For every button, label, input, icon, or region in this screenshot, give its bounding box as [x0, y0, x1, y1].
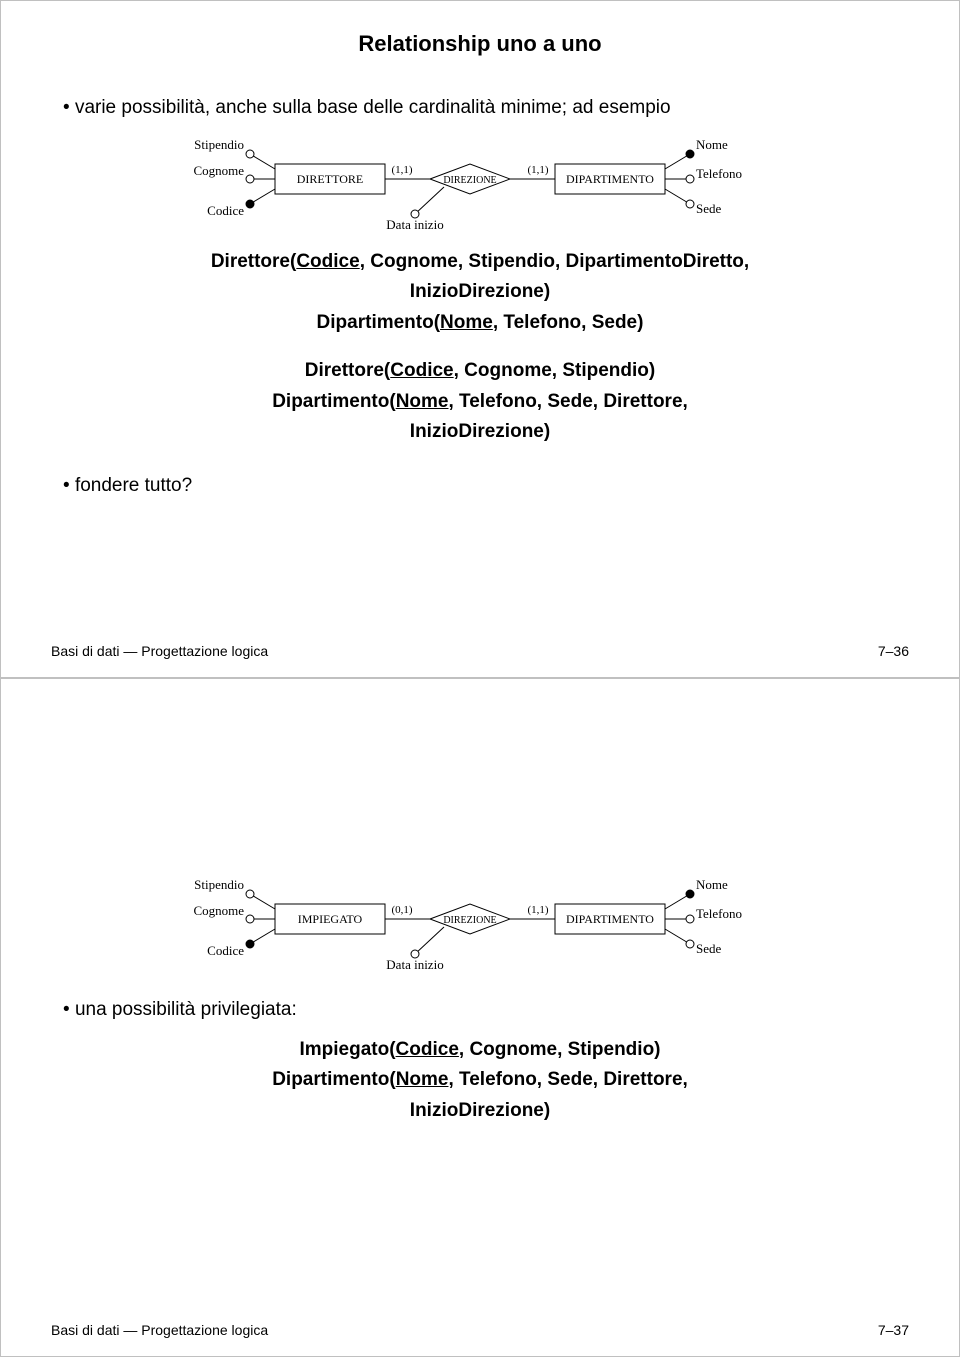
- schema-key: Codice: [396, 1039, 459, 1060]
- schema-key: Nome: [440, 312, 493, 333]
- attr-label: Data inizio: [386, 217, 443, 229]
- schema-key: Nome: [396, 1069, 449, 1090]
- er-svg: IMPIEGATO Stipendio Cognome Codice (0,1)…: [180, 869, 780, 969]
- schema-line: Dipartimento(Nome, Telefono, Sede): [51, 308, 909, 338]
- er-diagram-2: IMPIEGATO Stipendio Cognome Codice (0,1)…: [51, 869, 909, 969]
- attr-label: Nome: [696, 137, 728, 152]
- schema-block: Impiegato(Codice, Cognome, Stipendio) Di…: [51, 1035, 909, 1126]
- attr-label: Data inizio: [386, 957, 443, 969]
- attr-label: Telefono: [696, 166, 742, 181]
- entity-label: DIPARTIMENTO: [566, 172, 654, 186]
- attr-label: Codice: [207, 203, 244, 218]
- schema-line: InizioDirezione): [51, 277, 909, 307]
- entity-label: DIPARTIMENTO: [566, 912, 654, 926]
- slide-footer: Basi di dati — Progettazione logica 7–36: [51, 643, 909, 659]
- footer-right: 7–36: [878, 643, 909, 659]
- attr-circle: [246, 150, 254, 158]
- schema-key: Codice: [390, 360, 453, 381]
- cardinality: (1,1): [527, 904, 548, 916]
- slide-footer: Basi di dati — Progettazione logica 7–37: [51, 1322, 909, 1338]
- relation-label: DIREZIONE: [443, 175, 496, 186]
- attr-label: Cognome: [193, 903, 244, 918]
- schema-line: Dipartimento(Nome, Telefono, Sede, Diret…: [51, 1065, 909, 1095]
- attr-circle-key: [246, 200, 254, 208]
- schema-text: Direttore(: [211, 251, 297, 272]
- attr-label: Codice: [207, 943, 244, 958]
- schema-text: Dipartimento(: [317, 312, 441, 333]
- attr-circle: [246, 915, 254, 923]
- attr-label: Nome: [696, 877, 728, 892]
- er-svg: DIRETTORE Stipendio Cognome Codice (1,1)…: [180, 129, 780, 229]
- attr-line: [415, 187, 444, 214]
- attr-circle: [686, 915, 694, 923]
- schema-text: Impiegato(: [299, 1039, 395, 1060]
- bullet-item: varie possibilità, anche sulla base dell…: [81, 97, 909, 119]
- entity-label: DIRETTORE: [297, 172, 363, 186]
- schema-line: Direttore(Codice, Cognome, Stipendio): [51, 356, 909, 386]
- schema-line: InizioDirezione): [51, 1096, 909, 1126]
- schema-line: Impiegato(Codice, Cognome, Stipendio): [51, 1035, 909, 1065]
- relation-label: DIREZIONE: [443, 915, 496, 926]
- schema-text: , Cognome, Stipendio): [454, 360, 656, 381]
- attr-circle: [686, 200, 694, 208]
- schema-text: , Cognome, Stipendio, DipartimentoDirett…: [360, 251, 750, 272]
- schema-text: , Telefono, Sede, Direttore,: [448, 391, 687, 412]
- schema-key: Nome: [396, 391, 449, 412]
- attr-circle: [686, 940, 694, 948]
- attr-label: Stipendio: [194, 137, 244, 152]
- cardinality: (0,1): [391, 904, 412, 916]
- schema-key: Codice: [296, 251, 359, 272]
- attr-label: Telefono: [696, 906, 742, 921]
- schema-text: Dipartimento(: [272, 391, 396, 412]
- bullet-item: fondere tutto?: [81, 475, 909, 497]
- slide-2: IMPIEGATO Stipendio Cognome Codice (0,1)…: [0, 678, 960, 1357]
- er-diagram-1: DIRETTORE Stipendio Cognome Codice (1,1)…: [51, 129, 909, 229]
- attr-circle-key: [246, 940, 254, 948]
- slide-title: Relationship uno a uno: [51, 31, 909, 57]
- cardinality: (1,1): [527, 164, 548, 176]
- schema-text: , Telefono, Sede): [493, 312, 644, 333]
- attr-label: Cognome: [193, 163, 244, 178]
- schema-block-b: Direttore(Codice, Cognome, Stipendio) Di…: [51, 356, 909, 447]
- attr-circle: [686, 175, 694, 183]
- cardinality: (1,1): [391, 164, 412, 176]
- entity-label: IMPIEGATO: [298, 912, 363, 926]
- schema-text: Direttore(: [305, 360, 391, 381]
- attr-line: [415, 927, 444, 954]
- attr-circle: [246, 175, 254, 183]
- footer-right: 7–37: [878, 1322, 909, 1338]
- schema-line: Direttore(Codice, Cognome, Stipendio, Di…: [51, 247, 909, 277]
- attr-label: Stipendio: [194, 877, 244, 892]
- schema-text: , Cognome, Stipendio): [459, 1039, 661, 1060]
- slide-1: Relationship uno a uno varie possibilità…: [0, 0, 960, 678]
- attr-circle-key: [686, 150, 694, 158]
- attr-label: Sede: [696, 201, 722, 216]
- schema-line: Dipartimento(Nome, Telefono, Sede, Diret…: [51, 387, 909, 417]
- footer-left: Basi di dati — Progettazione logica: [51, 1322, 268, 1338]
- footer-left: Basi di dati — Progettazione logica: [51, 643, 268, 659]
- attr-label: Sede: [696, 941, 722, 956]
- schema-block-a: Direttore(Codice, Cognome, Stipendio, Di…: [51, 247, 909, 338]
- schema-text: , Telefono, Sede, Direttore,: [448, 1069, 687, 1090]
- bullet-item: una possibilità privilegiata:: [81, 999, 909, 1021]
- attr-circle-key: [686, 890, 694, 898]
- schema-line: InizioDirezione): [51, 417, 909, 447]
- attr-circle: [246, 890, 254, 898]
- schema-text: Dipartimento(: [272, 1069, 396, 1090]
